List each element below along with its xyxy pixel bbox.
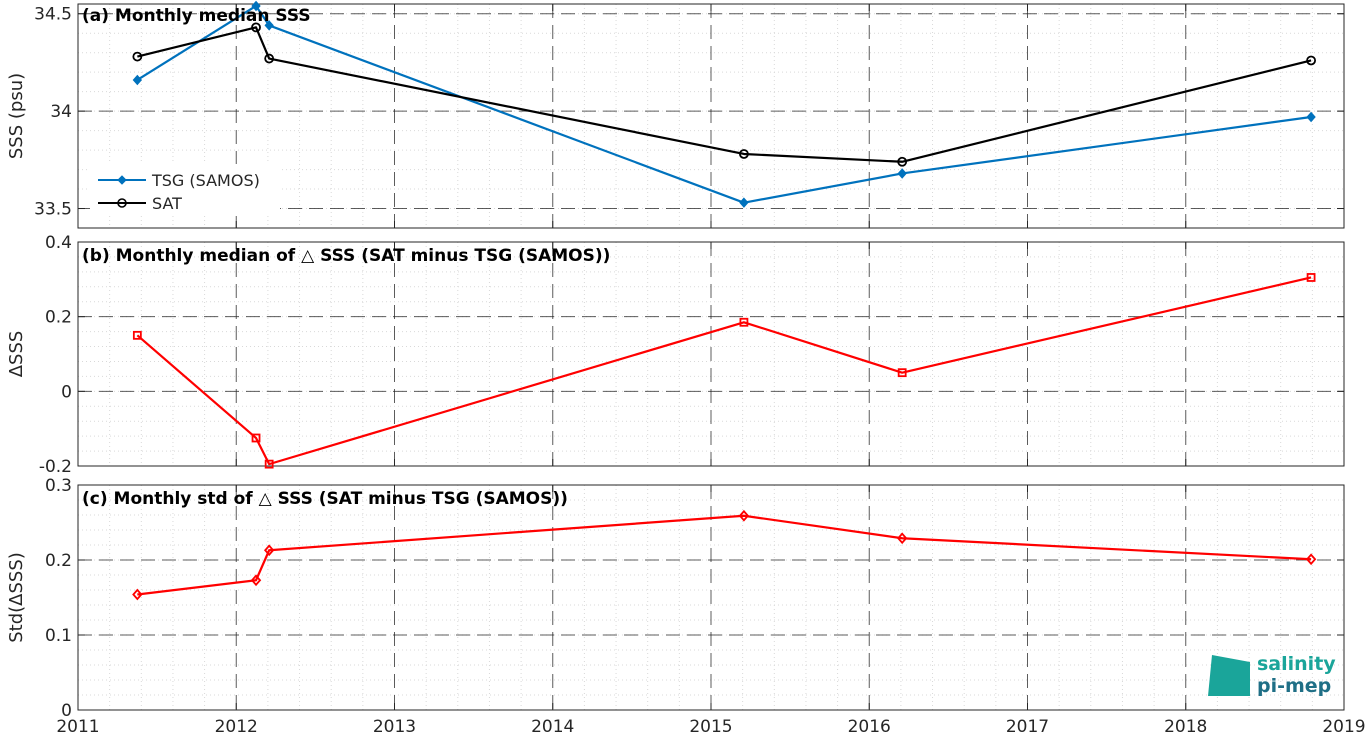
- x-tick-label: 2014: [531, 717, 574, 737]
- data-point: [739, 149, 749, 159]
- panel-c-title: (c) Monthly std of △ SSS (SAT minus TSG …: [82, 489, 568, 509]
- legend: TSG (SAMOS) SAT: [90, 164, 280, 216]
- y-tick-label: 0.2: [45, 308, 72, 328]
- y-axis-label: SSS (psu): [6, 73, 27, 159]
- y-tick-label: -0.2: [39, 457, 72, 477]
- y-tick-label: 33.5: [34, 200, 72, 220]
- plot-layer: 33.5 34 34.5 SSS (psu) -0.2 0 0.2 0.4 ΔSSS 0 0.1 0.…: [6, 0, 1366, 737]
- panel-a-title: (a) Monthly median SSS: [82, 6, 311, 26]
- logo-text-pimep: pi-mep: [1257, 675, 1331, 697]
- data-point: [739, 197, 749, 208]
- data-point: [132, 74, 143, 86]
- panel-a: 33.5 34 34.5 SSS (psu): [6, 0, 1345, 229]
- data-point: [264, 20, 274, 31]
- x-tick-label: 2013: [373, 717, 416, 737]
- x-tick-label: 2012: [215, 717, 258, 737]
- x-tick-label: 2015: [689, 717, 732, 737]
- data-point: [251, 22, 261, 33]
- data-point: [897, 168, 907, 179]
- series-line: [137, 26, 1312, 163]
- legend-sat-label: SAT: [152, 194, 182, 213]
- data-point: [132, 51, 143, 62]
- panel-b-title: (b) Monthly median of △ SSS (SAT minus T…: [82, 246, 610, 266]
- y-axis-label: Std(ΔSSS): [6, 552, 27, 643]
- y-tick-label: 0: [61, 382, 72, 402]
- logo: salinity pi-mep: [1208, 653, 1336, 697]
- data-point: [251, 0, 261, 12]
- data-point: [897, 368, 907, 378]
- logo-text-salinity: salinity: [1257, 653, 1336, 675]
- x-tick-label: 2018: [1164, 717, 1207, 737]
- data-point: [1306, 273, 1316, 282]
- x-tick-label: 2016: [848, 717, 891, 737]
- data-point: [896, 532, 908, 545]
- data-point: [739, 317, 749, 327]
- data-point: [250, 574, 262, 587]
- data-point: [264, 459, 274, 469]
- data-point: [264, 53, 275, 64]
- data-point: [1305, 553, 1317, 566]
- y-tick-label: 0.2: [45, 551, 72, 571]
- data-point: [897, 156, 908, 167]
- data-point: [1306, 55, 1316, 66]
- y-axis-label: ΔSSS: [6, 331, 27, 378]
- data-point: [132, 588, 143, 601]
- y-tick-label: 0.4: [45, 233, 72, 253]
- data-point: [132, 330, 142, 340]
- legend-tsg-marker: [117, 175, 127, 185]
- data-point: [263, 544, 275, 557]
- series-line: [136, 4, 1312, 204]
- panel-b: -0.2 0 0.2 0.4 ΔSSS: [6, 233, 1345, 477]
- legend-sat-marker: [117, 198, 127, 208]
- x-tick-label: 2011: [56, 717, 99, 737]
- series-line: [137, 514, 1312, 596]
- data-point: [1306, 111, 1316, 123]
- legend-tsg-label: TSG (SAMOS): [151, 171, 260, 190]
- data-point: [251, 433, 261, 443]
- salinity-logo-icon: [1208, 655, 1250, 696]
- y-tick-label: 0: [61, 701, 72, 721]
- y-tick-label: 0.3: [45, 476, 72, 496]
- y-tick-label: 34: [50, 102, 72, 122]
- x-tick-label: 2019: [1322, 717, 1365, 737]
- panel-c: 0 0.1 0.2 0.3 2011 2012 2013 2014 2015 2016 2017 20…: [6, 476, 1366, 737]
- x-tick-label: 2017: [1006, 717, 1049, 737]
- series-line: [136, 276, 1312, 466]
- y-tick-label: 34.5: [34, 5, 72, 25]
- y-tick-label: 0.1: [45, 626, 72, 646]
- data-point: [738, 509, 750, 522]
